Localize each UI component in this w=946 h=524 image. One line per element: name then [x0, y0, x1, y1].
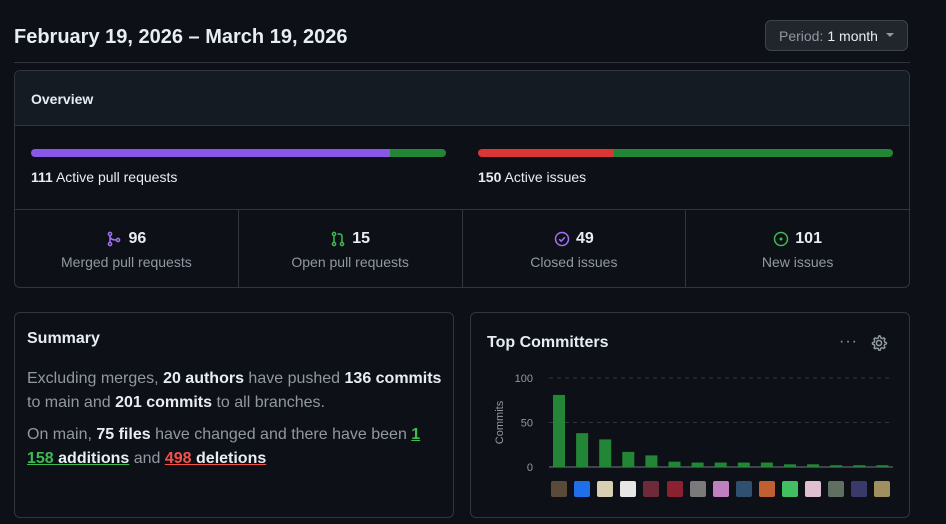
committer-bar[interactable] [599, 439, 612, 467]
committer-bar[interactable] [784, 464, 796, 467]
avatar[interactable] [620, 481, 637, 497]
committer-bar[interactable] [830, 465, 843, 467]
merged-pr-icon [108, 231, 121, 247]
stat-value: 96 [128, 230, 147, 247]
active-issues-count: 150 [478, 169, 502, 185]
pull-requests-bar [31, 149, 446, 157]
y-tick-label: 100 [515, 373, 533, 385]
stat-label: Merged pull requests [61, 254, 192, 270]
open-issue-icon [774, 231, 789, 247]
avatar[interactable] [851, 481, 868, 497]
additions-word: additions [58, 450, 130, 467]
avatar[interactable] [689, 481, 706, 497]
stats-row: 96 Merged pull requests 15 Open pull req… [15, 209, 909, 288]
y-tick-label: 50 [521, 418, 533, 430]
committer-bar[interactable] [737, 462, 750, 467]
summary-text: have changed and there have been [150, 426, 412, 443]
overview-panel: Overview 111 Active pull requests 150 Ac… [14, 70, 910, 288]
active-pr-text: Active pull requests [55, 169, 178, 185]
avatar[interactable] [874, 481, 891, 497]
avatar[interactable] [805, 481, 822, 497]
committer-bar[interactable] [807, 464, 820, 467]
avatar[interactable] [712, 481, 729, 497]
summary-text: to all branches. [212, 394, 325, 411]
avatar[interactable] [597, 481, 614, 497]
stat-open-pull-requests[interactable]: 15 Open pull requests [239, 210, 463, 288]
committer-bar[interactable] [691, 462, 704, 467]
closed-issue-icon [554, 231, 570, 247]
summary-text: Excluding merges, [27, 370, 164, 387]
closed-segment[interactable] [478, 149, 614, 157]
committer-bar[interactable] [853, 465, 866, 467]
committer-bar[interactable] [553, 394, 565, 467]
deletions-word: deletions [196, 450, 267, 467]
new-segment[interactable] [613, 149, 893, 157]
deletions-count: 498 [164, 450, 192, 467]
avatar[interactable] [828, 481, 845, 497]
gear-icon[interactable] [870, 334, 888, 352]
committer-bar[interactable] [576, 433, 589, 467]
avatar[interactable] [643, 481, 660, 497]
y-axis-label: Commits [494, 400, 506, 444]
summary-panel: Summary Excluding merges, 20 authors hav… [14, 312, 454, 518]
summary-title: Summary [27, 330, 100, 347]
date-range-title: February 19, 2026 – March 19, 2026 [14, 26, 348, 48]
stat-value: 49 [575, 230, 594, 247]
files-count: 75 files [96, 426, 151, 443]
avatar[interactable] [735, 481, 752, 497]
avatar[interactable] [666, 481, 683, 497]
top-committers-panel: Top Committers ··· 0 50 100 Commits [470, 312, 910, 518]
all-commits-count: 201 commits [115, 394, 212, 411]
top-committers-title: Top Committers [487, 334, 609, 351]
committer-bar[interactable] [760, 462, 773, 467]
stat-label: Closed issues [530, 254, 618, 270]
additions-count: 1 158 [27, 426, 421, 467]
summary-text: On main, [27, 426, 97, 443]
header: February 19, 2026 – March 19, 2026 Perio… [14, 0, 910, 63]
summary-line-changes: On main, 75 files have changed and there… [27, 423, 447, 471]
period-dropdown-button[interactable]: Period: 1 month [765, 20, 908, 51]
avatar[interactable] [758, 481, 775, 497]
active-issues-label[interactable]: 150 Active issues [478, 169, 586, 185]
period-value: 1 month [827, 27, 878, 44]
open-pr-icon [331, 231, 345, 247]
avatar[interactable] [551, 481, 567, 497]
stat-new-issues[interactable]: 101 New issues [686, 210, 909, 288]
committer-bar[interactable] [645, 455, 658, 467]
additions-link[interactable]: 1 158 additions [27, 426, 420, 467]
committer-bar[interactable] [714, 462, 727, 467]
merged-segment[interactable] [31, 149, 390, 157]
overview-header: Overview [15, 71, 909, 126]
avatar[interactable] [782, 481, 798, 497]
committers-chart: 0 50 100 Commits [494, 373, 893, 474]
summary-text: to main and [27, 394, 116, 411]
committer-bar[interactable] [668, 461, 681, 467]
more-options-icon[interactable]: ··· [839, 333, 858, 350]
committer-bar[interactable] [622, 451, 635, 467]
authors-count: 20 authors [163, 370, 244, 387]
summary-line-commits: Excluding merges, 20 authors have pushed… [27, 367, 447, 415]
open-segment[interactable] [389, 149, 446, 157]
stat-label: Open pull requests [291, 254, 409, 270]
overview-title: Overview [31, 91, 94, 107]
stat-merged-pull-requests[interactable]: 96 Merged pull requests [15, 210, 239, 288]
stat-label: New issues [761, 254, 834, 270]
stat-value: 15 [352, 230, 371, 247]
y-tick-label: 0 [527, 462, 533, 474]
period-label: Period: [779, 27, 824, 44]
avatar[interactable] [574, 481, 591, 497]
summary-text: have pushed [243, 370, 345, 387]
active-pr-count: 111 [31, 169, 53, 185]
active-issues-text: Active issues [504, 169, 587, 185]
summary-text: and [129, 450, 165, 467]
issues-bar [478, 149, 893, 157]
caret-down-icon [886, 33, 894, 37]
stat-value: 101 [795, 230, 822, 247]
committer-bar[interactable] [876, 465, 889, 467]
main-commits-count: 136 commits [344, 370, 442, 387]
deletions-link[interactable]: 498 deletions [165, 450, 266, 467]
stat-closed-issues[interactable]: 49 Closed issues [463, 210, 687, 288]
active-pull-requests-label[interactable]: 111 Active pull requests [31, 169, 177, 185]
